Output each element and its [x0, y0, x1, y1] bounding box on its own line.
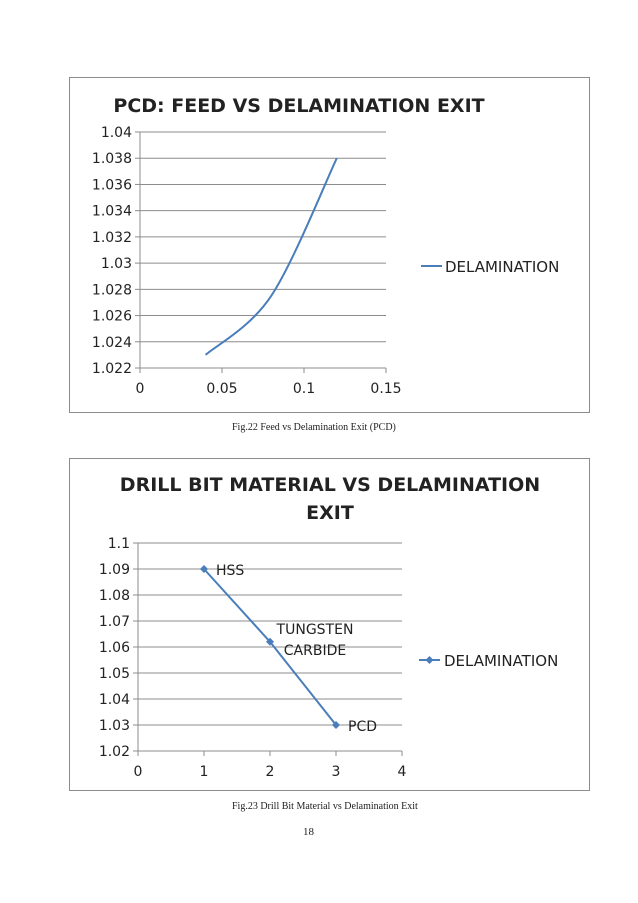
- y-tick-label: 1.036: [92, 177, 132, 193]
- y-tick-label: 1.04: [99, 692, 130, 708]
- legend-label: DELAMINATION: [444, 652, 558, 670]
- x-tick-label: 1: [200, 764, 209, 780]
- y-tick-label: 1.026: [92, 309, 132, 325]
- data-point-marker: [332, 721, 340, 729]
- x-tick-label: 0.05: [206, 381, 237, 397]
- x-tick-label: 3: [332, 764, 341, 780]
- chart-svg-1: PCD: FEED VS DELAMINATION EXIT 1.022 1.024…: [92, 95, 559, 397]
- y-tick-label: 1.09: [99, 562, 130, 578]
- data-point-label: HSS: [216, 563, 244, 579]
- y-tick-label: 1.03: [99, 718, 130, 734]
- page-number: 18: [303, 826, 314, 838]
- chart-svg-2: DRILL BIT MATERIAL VS DELAMINATION EXIT 1.…: [99, 474, 558, 780]
- chart-title: PCD: FEED VS DELAMINATION EXIT: [113, 95, 484, 117]
- y-tick-label: 1.038: [92, 151, 132, 167]
- y-tick-label: 1.028: [92, 282, 132, 298]
- y-tick-label: 1.1: [108, 536, 130, 552]
- x-tick-label: 0.15: [370, 381, 401, 397]
- y-tick-label: 1.04: [101, 125, 132, 141]
- chart-title-line: EXIT: [306, 502, 354, 524]
- feed-vs-delamination-chart: PCD: FEED VS DELAMINATION EXIT 1.022 1.024…: [69, 77, 590, 413]
- y-tick-label: 1.05: [99, 666, 130, 682]
- data-point-marker: [266, 637, 274, 646]
- legend-marker: [425, 656, 434, 664]
- y-tick-label: 1.034: [92, 204, 132, 220]
- x-tick-label: 2: [266, 764, 275, 780]
- figure-22-caption: Fig.22 Feed vs Delamination Exit (PCD): [232, 422, 396, 433]
- series-line-delamination: [204, 157, 338, 356]
- data-point-marker: [200, 565, 208, 573]
- x-tick-label: 4: [398, 764, 407, 780]
- x-tick-label: 0: [136, 381, 145, 397]
- y-tick-label: 1.022: [92, 361, 132, 377]
- y-tick-label: 1.07: [99, 614, 130, 630]
- x-tick-label: 0: [134, 764, 143, 780]
- y-tick-label: 1.03: [101, 256, 132, 272]
- y-tick-label: 1.024: [92, 335, 132, 351]
- chart-title-line: DRILL BIT MATERIAL VS DELAMINATION: [120, 474, 540, 496]
- y-tick-label: 1.06: [99, 640, 130, 656]
- drill-bit-material-chart: DRILL BIT MATERIAL VS DELAMINATION EXIT 1.…: [69, 458, 590, 791]
- data-point-label: CARBIDE: [284, 643, 346, 659]
- y-tick-label: 1.032: [92, 230, 132, 246]
- y-tick-label: 1.08: [99, 588, 130, 604]
- data-point-label: TUNGSTEN: [276, 622, 354, 638]
- x-tick-label: 0.1: [293, 381, 315, 397]
- y-tick-label: 1.02: [99, 744, 130, 760]
- figure-23-caption: Fig.23 Drill Bit Material vs Delaminatio…: [232, 801, 418, 812]
- data-point-label: PCD: [348, 719, 377, 735]
- legend-label: DELAMINATION: [445, 258, 559, 276]
